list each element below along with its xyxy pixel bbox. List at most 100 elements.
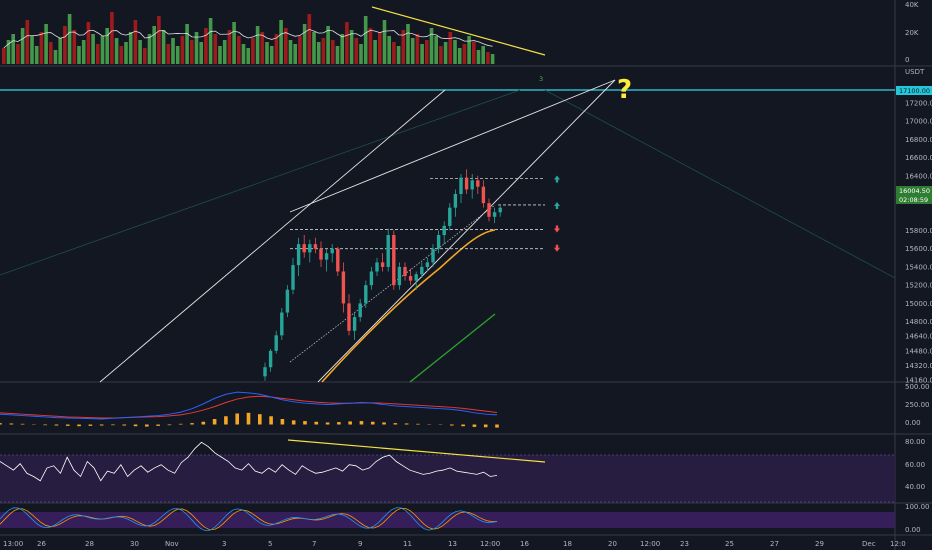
volume-bar: [2, 48, 6, 64]
volume-bar: [91, 34, 95, 64]
volume-bar: [439, 46, 443, 64]
volume-bar: [251, 38, 255, 64]
time-tick-label: 12:0: [890, 540, 906, 548]
macd-histogram-bar: [99, 424, 104, 426]
volume-bar: [392, 42, 396, 64]
rsi-tick-60: 60.00: [905, 461, 925, 469]
volume-bar: [133, 20, 138, 64]
level-price-tag-text: 17100.00: [899, 87, 930, 95]
volume-bar: [44, 24, 48, 64]
rsi-tick-40: 40.00: [905, 483, 925, 491]
candle-body: [313, 244, 318, 249]
volume-bar: [486, 52, 490, 64]
price-tick-label: 14640.00: [905, 333, 932, 341]
candle-body: [386, 235, 390, 267]
macd-histogram-bar: [20, 423, 25, 425]
candle-body: [358, 303, 362, 318]
price-tick-label: 14320.00: [905, 362, 932, 370]
candle-body: [459, 177, 463, 194]
candle-body: [296, 244, 301, 266]
macd-panel: [0, 391, 499, 428]
volume-bar: [354, 38, 359, 64]
candle-body: [352, 317, 357, 331]
macd-histogram-bar: [156, 424, 160, 426]
stoch-axis: 100.00 0.00: [905, 503, 930, 534]
candle-body: [364, 285, 368, 304]
time-tick-label: 12:00: [480, 540, 500, 548]
candle-body: [414, 274, 418, 281]
volume-bar: [222, 40, 227, 64]
candle-body: [403, 266, 407, 277]
stoch-tick-0: 0.00: [905, 526, 921, 534]
volume-bar: [124, 42, 128, 64]
volume-bar: [326, 26, 330, 64]
volume-bar: [415, 34, 420, 64]
candle-body: [470, 180, 474, 190]
volume-bar: [298, 36, 302, 64]
volume-bar: [58, 38, 62, 64]
volume-bar: [265, 42, 269, 64]
macd-histogram-bar: [0, 423, 2, 425]
volume-tick-40k: 40K: [905, 1, 919, 9]
macd-histogram-bar: [404, 423, 409, 425]
volume-bar: [401, 30, 406, 64]
level-price-tag: [896, 86, 932, 95]
volume-bar: [241, 44, 246, 64]
macd-histogram-bar: [382, 422, 386, 425]
macd-line: [0, 391, 498, 420]
macd-histogram-bar: [269, 416, 273, 425]
macd-histogram-bar: [88, 424, 93, 426]
volume-bar: [72, 30, 77, 64]
candle-body: [442, 225, 446, 236]
volume-axis: 40K 20K 0: [905, 1, 919, 64]
candle-body: [380, 262, 385, 267]
time-tick-label: 28: [85, 540, 94, 548]
volume-bar: [114, 38, 119, 64]
volume-bar: [128, 32, 133, 64]
macd-histogram-bar: [450, 424, 454, 426]
rsi-panel: [0, 441, 498, 482]
candle-body: [268, 350, 273, 368]
macd-histogram-bar: [190, 423, 194, 425]
volume-bar: [25, 20, 30, 64]
macd-histogram-bar: [359, 421, 364, 425]
macd-tick-250: 250.00: [905, 401, 930, 409]
volume-bar: [218, 46, 222, 64]
volume-bar: [410, 38, 415, 64]
volume-bar: [53, 50, 58, 64]
volume-bar: [269, 46, 274, 64]
volume-bar: [302, 24, 307, 64]
candle-body: [308, 244, 312, 253]
macd-histogram-bar: [348, 421, 352, 425]
volume-bar: [67, 14, 72, 64]
volume-bar: [312, 32, 316, 64]
arrow-up-icon: [554, 201, 560, 209]
volume-bar: [237, 36, 241, 64]
candle-body: [263, 367, 267, 377]
stoch-tick-100: 100.00: [905, 503, 930, 511]
macd-tick-0: 0.00: [905, 419, 921, 427]
time-tick-label: 13:00: [3, 540, 23, 548]
volume-bar: [110, 12, 114, 64]
macd-histogram-bar: [495, 424, 499, 428]
price-tick-label: 17000.00: [905, 118, 932, 126]
price-tick-label: 17200.00: [905, 99, 932, 107]
volume-bar: [208, 18, 213, 64]
macd-histogram-bar: [314, 421, 319, 425]
current-price-value: 16004.50: [899, 187, 930, 195]
candle-body: [397, 266, 402, 286]
candle-body: [336, 248, 340, 272]
price-tick-label: 15600.00: [905, 245, 932, 253]
volume-bar: [100, 36, 105, 64]
volume-bar: [175, 46, 180, 64]
volume-bar: [368, 28, 373, 64]
volume-bar: [119, 46, 124, 64]
candle-body: [431, 248, 435, 263]
volume-bar: [39, 32, 44, 64]
orange-moving-average: [321, 229, 496, 383]
volume-bar: [467, 36, 471, 64]
time-tick-label: 11: [403, 540, 412, 548]
time-tick-label: 18: [563, 540, 572, 548]
candle-body: [324, 253, 329, 260]
